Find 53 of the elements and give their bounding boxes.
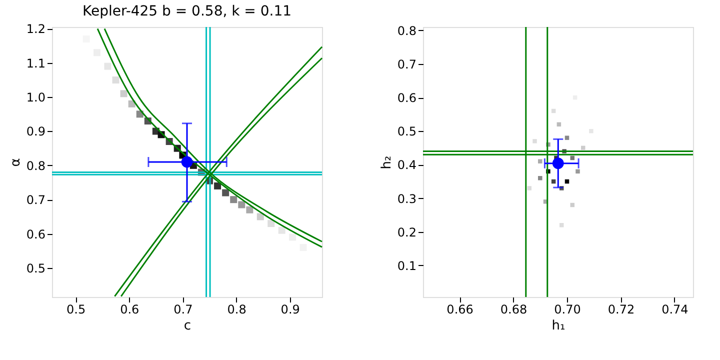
y-tick-label: 0.4 <box>397 158 416 172</box>
y-tick-label: 0.5 <box>26 261 46 276</box>
point <box>532 139 537 144</box>
x-tick-label: 0.74 <box>662 302 688 316</box>
y-tick-label: 0.3 <box>397 192 416 206</box>
x-axis-title: c <box>184 318 192 334</box>
point <box>576 169 580 174</box>
point <box>120 90 128 98</box>
x-tick-label: 0.6 <box>120 302 140 316</box>
point <box>538 176 542 180</box>
x-tick-label: 0.5 <box>66 302 86 316</box>
point <box>256 213 264 220</box>
point <box>527 186 532 190</box>
point <box>246 206 254 214</box>
y-tick-label: 1.2 <box>26 22 46 36</box>
y-tick-label: 0.9 <box>26 124 46 139</box>
y-tick-label: 1.1 <box>26 56 46 70</box>
x-tick-label: 0.72 <box>608 302 635 316</box>
point <box>112 76 120 84</box>
y-tick-label: 1.0 <box>26 90 46 105</box>
x-tick-label: 0.7 <box>174 302 193 316</box>
x-tick-label: 0.70 <box>554 302 581 316</box>
y-tick-label: 0.6 <box>26 227 46 242</box>
point <box>564 136 570 140</box>
y-tick-label: 0.1 <box>397 258 416 273</box>
point <box>552 158 564 170</box>
y-tick-label: 0.6 <box>397 91 416 106</box>
point <box>222 189 230 196</box>
x-axis-title: h₁ <box>552 318 566 334</box>
chart-title: Kepler-425 b = 0.58, k = 0.11 <box>82 4 292 20</box>
point <box>538 159 542 164</box>
y-tick-label: 0.7 <box>397 57 416 72</box>
point <box>278 226 286 234</box>
point <box>230 196 238 204</box>
x-tick-label: 0.68 <box>500 302 528 316</box>
point <box>268 220 275 228</box>
point <box>214 182 222 190</box>
point <box>181 156 193 168</box>
point <box>104 62 112 70</box>
y-axis-title: α <box>8 158 24 167</box>
y-tick-label: 0.5 <box>397 124 416 139</box>
y-tick-label: 0.8 <box>26 158 46 173</box>
point <box>238 201 246 208</box>
y-tick-label: 0.7 <box>26 193 46 208</box>
x-tick-label: 0.9 <box>280 302 300 316</box>
y-tick-label: 0.2 <box>397 225 416 240</box>
point <box>589 128 594 134</box>
point <box>560 223 564 228</box>
point <box>289 234 296 241</box>
y-axis-title: h₂ <box>379 156 394 170</box>
y-tick-label: 0.8 <box>397 24 416 38</box>
x-tick-label: 0.8 <box>227 302 246 316</box>
x-tick-label: 0.66 <box>446 302 474 316</box>
